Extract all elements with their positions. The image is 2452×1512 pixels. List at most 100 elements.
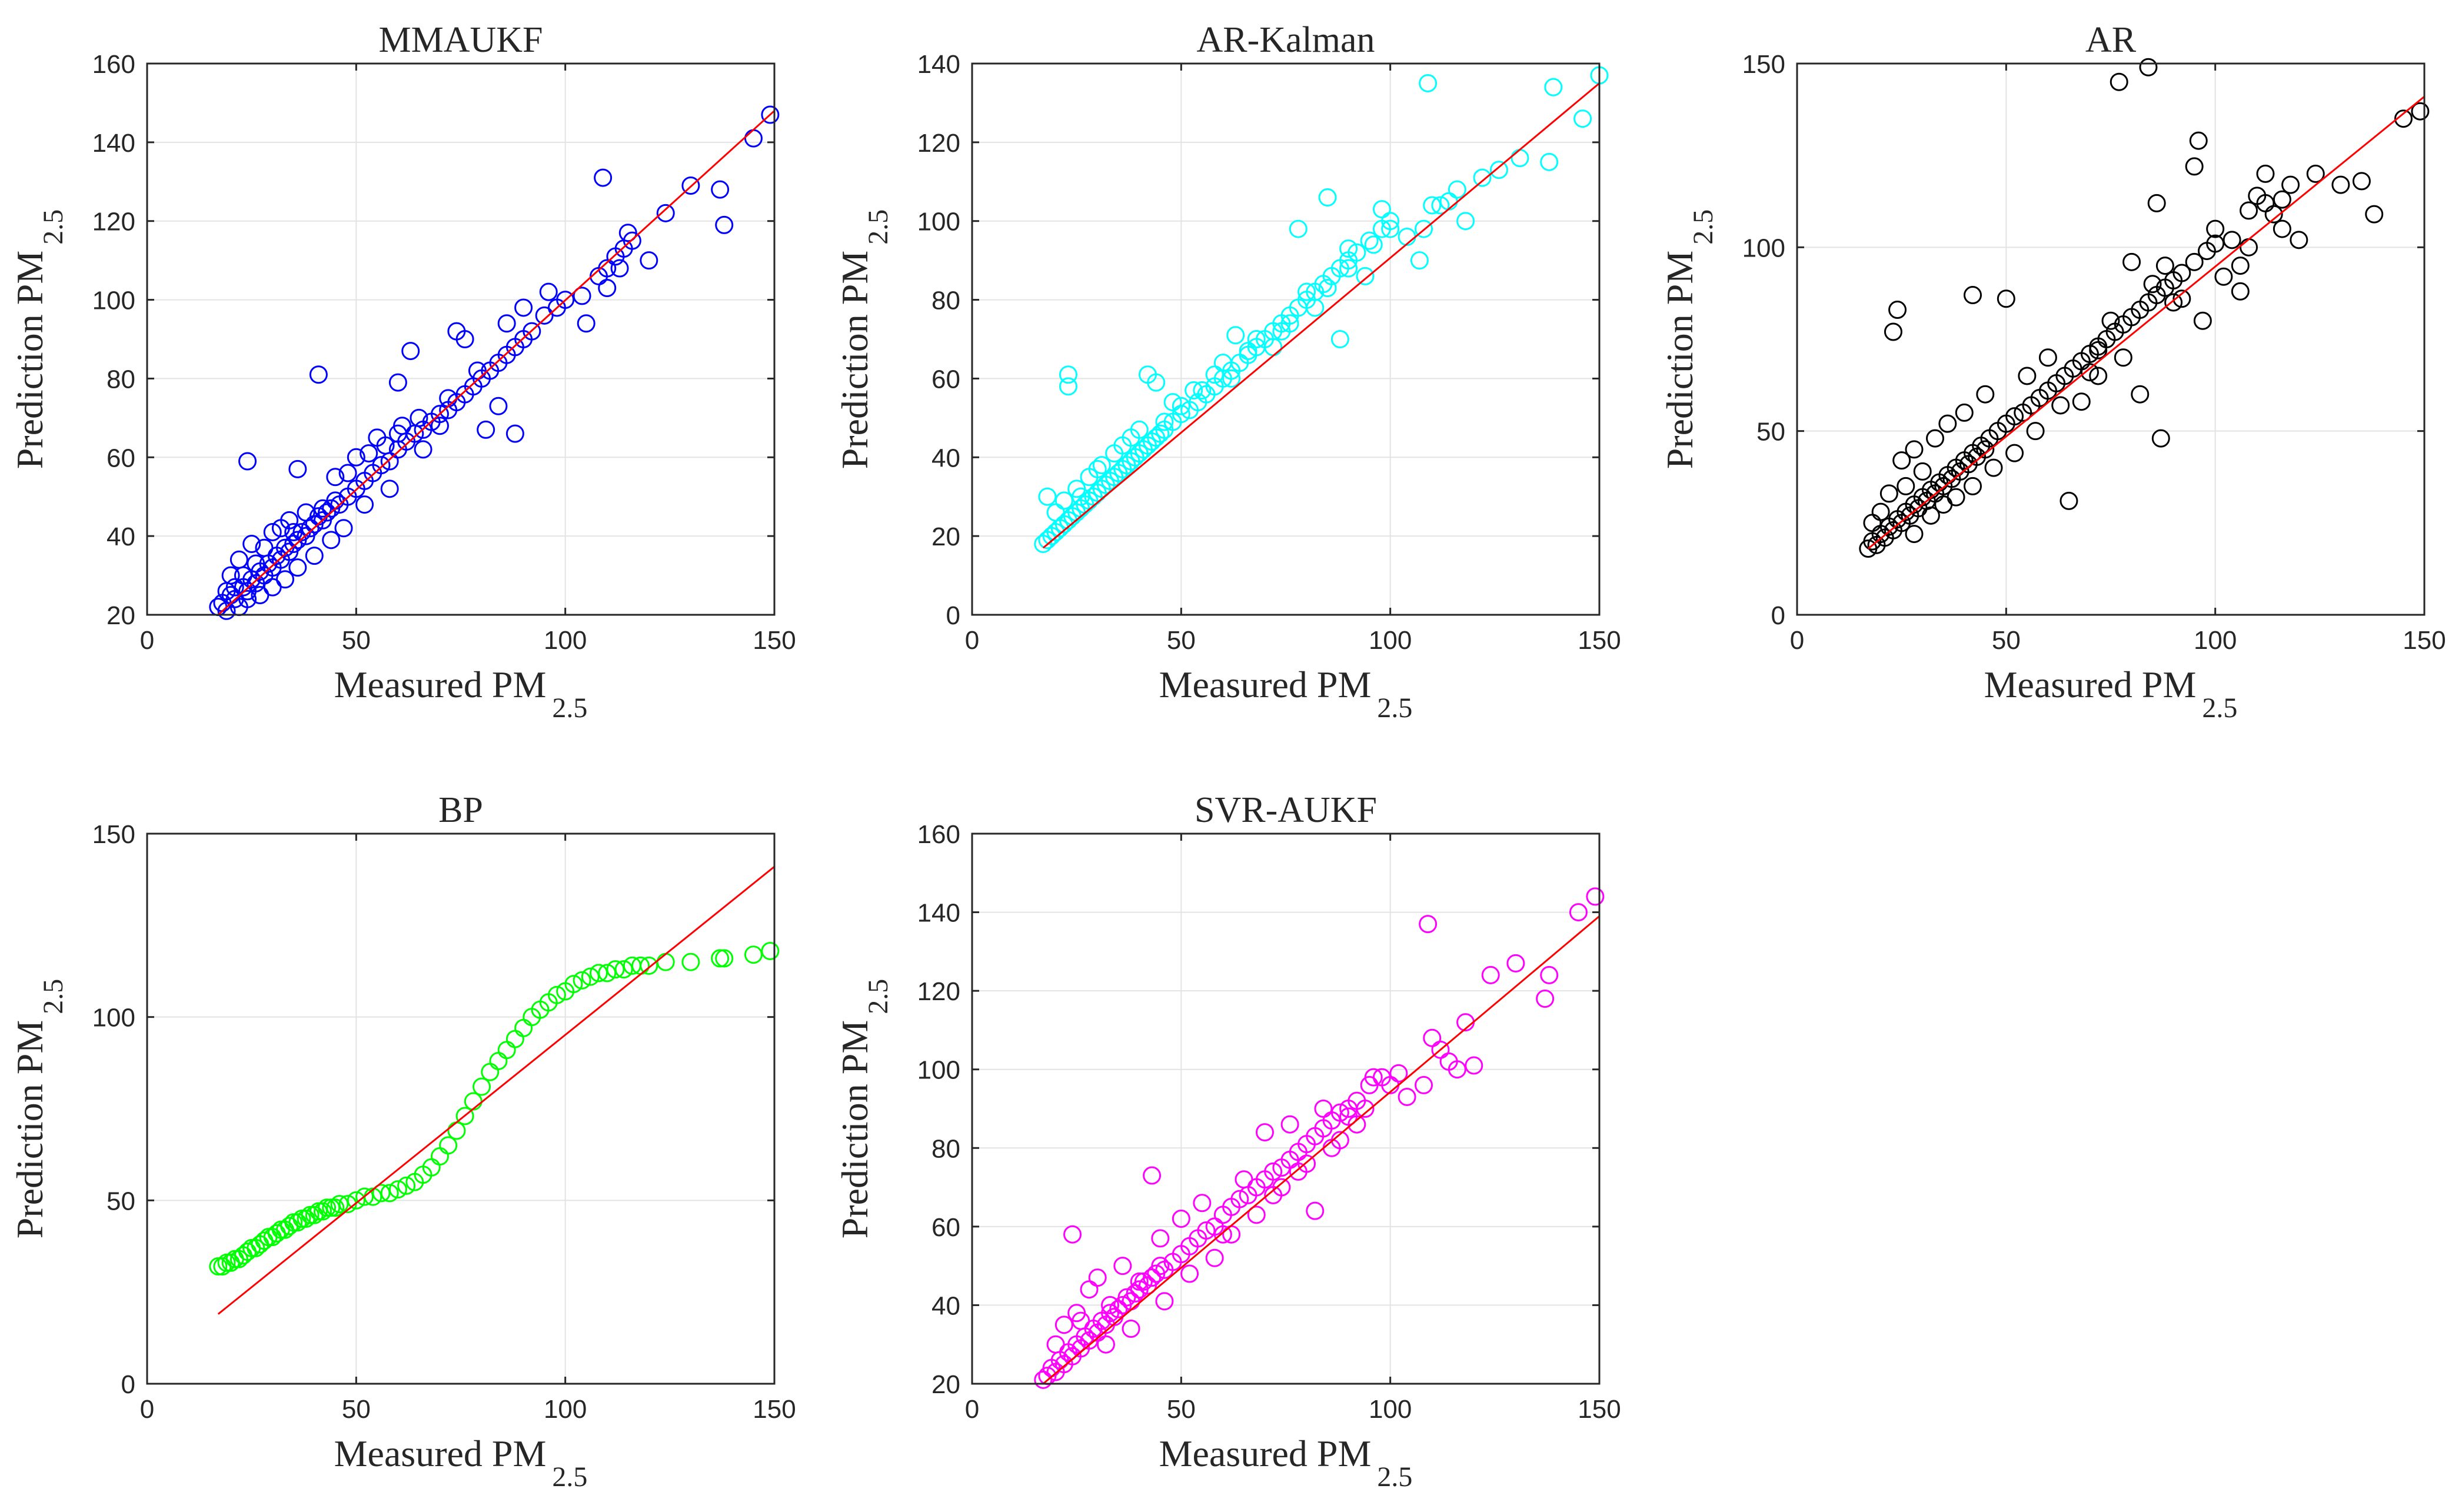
scatter-point (2231, 257, 2250, 275)
scatter-point (1059, 377, 1077, 396)
x-axis-label: Measured PM2.5 (334, 664, 588, 724)
scatter-point (505, 424, 524, 443)
scatter-point (2411, 102, 2430, 121)
x-axis-label: Measured PM2.5 (1159, 664, 1413, 724)
scatter-point (217, 1253, 236, 1272)
scatter-point (1205, 1248, 1224, 1267)
scatter-point (1143, 1166, 1162, 1185)
y-tick-label: 140 (917, 50, 960, 79)
scatter-point (430, 417, 449, 435)
scatter-point (2089, 367, 2108, 385)
scatter-point (1913, 462, 1932, 481)
scatter-point (711, 180, 730, 199)
scatter-point (523, 322, 541, 341)
scatter-point (1448, 180, 1466, 199)
x-axis-label-main: Measured PM (1984, 664, 2197, 705)
scatter-point (1540, 152, 1559, 171)
y-tick-label: 100 (917, 208, 960, 237)
y-tick-label: 100 (917, 1056, 960, 1085)
scatter-point (2122, 252, 2141, 271)
x-tick-label: 150 (753, 626, 796, 655)
scatter-point (313, 499, 332, 518)
scatter-point (1473, 168, 1492, 187)
scatter-point (1879, 484, 1898, 503)
scatter-point (326, 468, 345, 487)
y-tick-label: 100 (1742, 234, 1785, 262)
scatter-point (301, 1205, 320, 1224)
scatter-point (618, 224, 637, 242)
scatter-point (2005, 444, 2024, 462)
scatter-point (598, 964, 617, 983)
scatter-point (2240, 201, 2258, 220)
scatter-point (1364, 1068, 1383, 1087)
y-tick-label: 150 (92, 820, 135, 849)
chart-panel-ar-kalman: 0 50 100 150 0 20 40 60 80 100 120 140 AR-Kalman Meas… (834, 20, 1621, 724)
scatter-point (1506, 954, 1525, 973)
scatter-point (1289, 1162, 1307, 1181)
scatter-point (263, 522, 282, 541)
y-axis-label-subscript: 2.5 (38, 209, 69, 245)
y-axis-label-subscript: 2.5 (38, 979, 69, 1014)
scatter-point (744, 945, 763, 964)
x-axis-label-subscript: 2.5 (552, 1461, 587, 1493)
x-axis-label: Measured PM2.5 (1984, 664, 2238, 724)
scatter-point (1054, 491, 1073, 510)
scatter-point (2101, 311, 2120, 330)
scatter-point (2394, 109, 2413, 128)
scatter-point (1193, 381, 1212, 400)
scatter-point (497, 314, 516, 333)
scatter-point (1955, 403, 1974, 422)
scatter-point (2281, 175, 2300, 194)
scatter-point (1151, 424, 1170, 443)
y-tick-label: 100 (92, 1004, 135, 1033)
y-tick-label: 140 (92, 129, 135, 158)
scatter-point (305, 547, 324, 565)
scatter-point (1976, 440, 1995, 459)
scatter-point (376, 436, 395, 455)
axes-frame (971, 62, 1601, 616)
scatter-point (1122, 1320, 1140, 1338)
scatter-point (1151, 1229, 1170, 1248)
y-tick-label: 160 (92, 50, 135, 79)
x-axis-label-main: Measured PM (334, 1433, 547, 1474)
scatter-point (380, 479, 399, 498)
x-tick-label: 150 (753, 1395, 796, 1424)
scatter-point (439, 1136, 458, 1155)
fit-line (217, 110, 776, 616)
scatter-point (1423, 196, 1442, 215)
scatter-point (1481, 965, 1500, 984)
axes-frame (971, 832, 1601, 1385)
axes-frame (146, 832, 776, 1385)
scatter-point (388, 1180, 407, 1199)
scatter-point (297, 503, 315, 522)
scatter-point (1544, 78, 1563, 96)
scatter-point (711, 949, 730, 968)
fit-line (217, 865, 775, 1315)
x-tick-label: 50 (1167, 626, 1196, 655)
x-axis-label-main: Measured PM (334, 664, 547, 705)
scatter-point (1330, 330, 1349, 348)
scatter-point (1318, 188, 1337, 207)
scatter-point (2080, 363, 2099, 382)
scatter-point (1448, 1060, 1466, 1079)
scatter-point (1339, 1107, 1358, 1126)
scatter-point (1306, 1201, 1325, 1220)
fit-line (1042, 82, 1600, 549)
y-tick-label: 60 (931, 1213, 960, 1242)
scatter-point (2164, 293, 2183, 312)
scatter-point (1381, 219, 1400, 238)
scatter-point (1272, 1178, 1291, 1197)
y-tick-label: 120 (917, 129, 960, 158)
scatter-point (1905, 525, 1924, 544)
scatter-point (1465, 1056, 1483, 1075)
y-tick-label: 50 (107, 1187, 135, 1215)
y-tick-label: 20 (931, 522, 960, 551)
scatter-point (2155, 257, 2174, 275)
chart-title: SVR-AUKF (1195, 790, 1377, 830)
scatter-point (1888, 301, 1907, 319)
scatter-point (330, 1195, 349, 1214)
scatter-point (1489, 161, 1508, 179)
scatter-point (1984, 458, 2003, 477)
scatter-point (614, 960, 633, 979)
